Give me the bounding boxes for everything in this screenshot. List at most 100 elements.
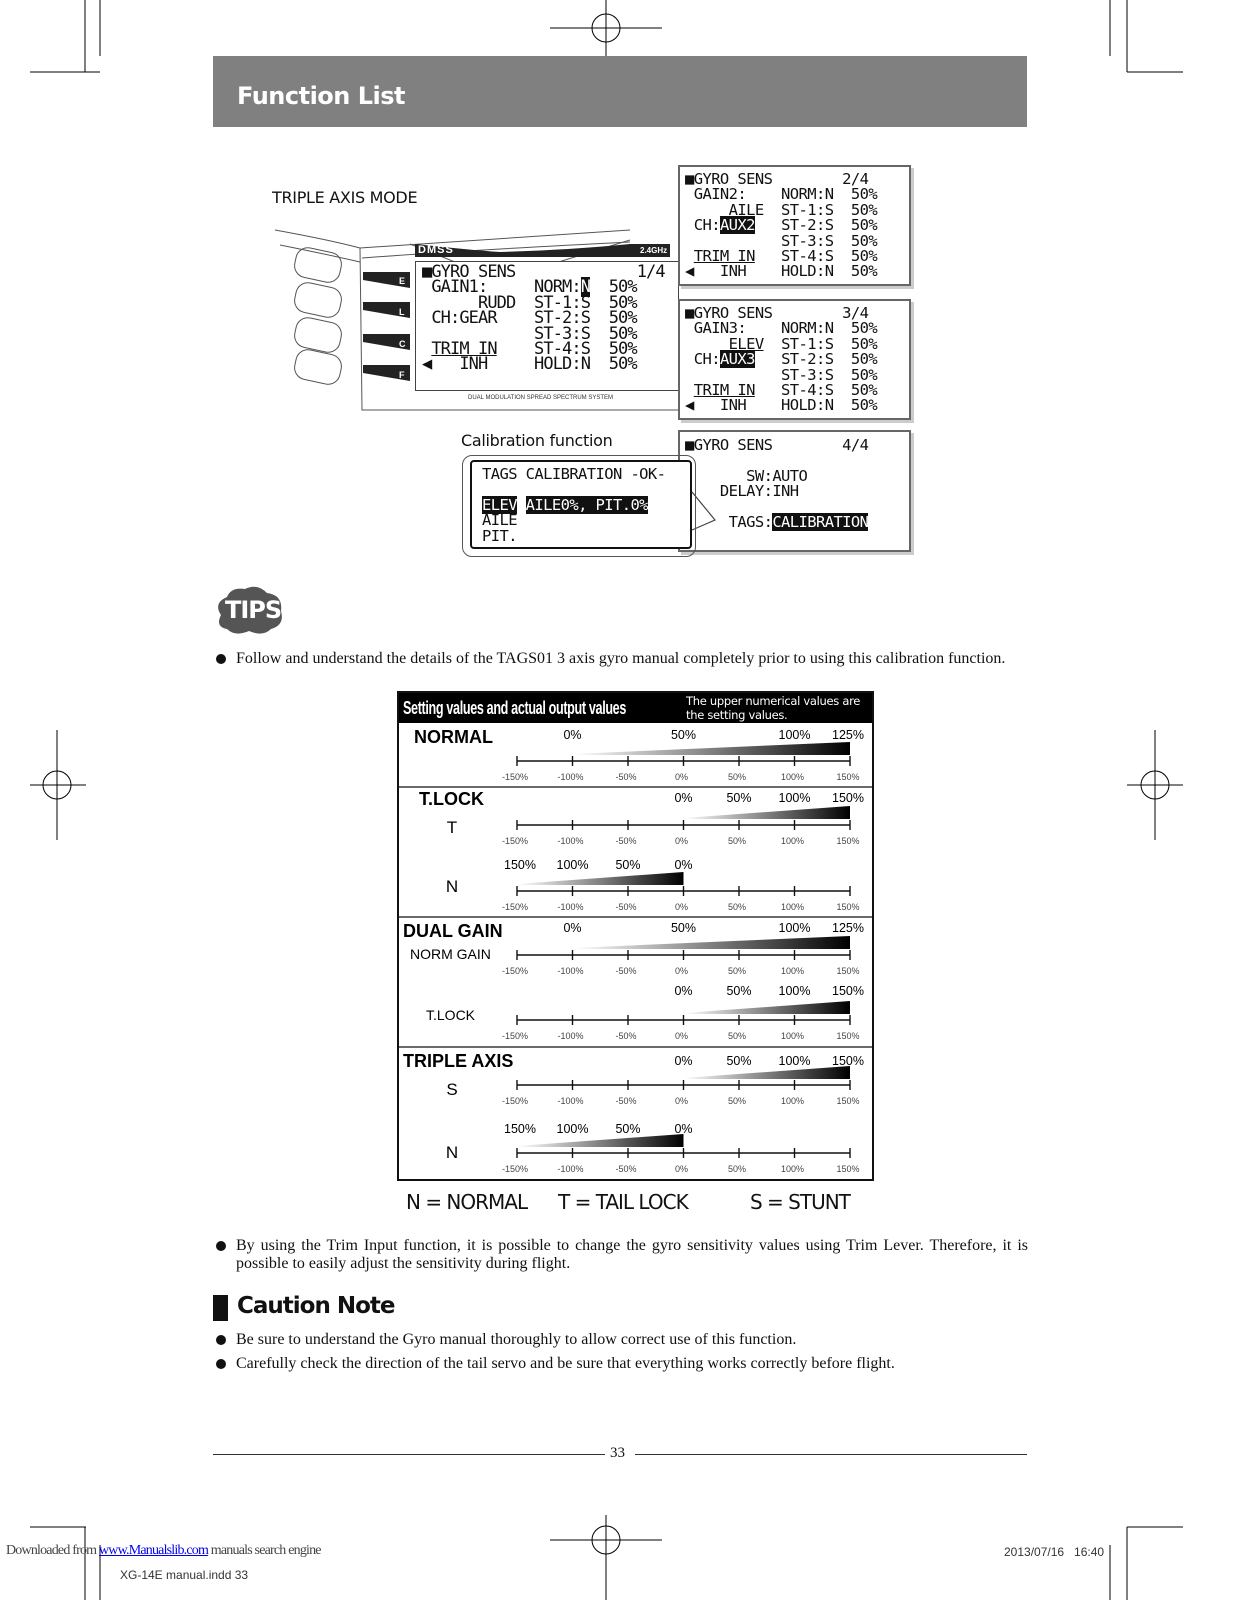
lcd-screen-page-3: ■GYRO SENS 3/4 GAIN3: NORM:N 50% ELEV ST…: [678, 299, 911, 420]
axis-tick-label: -100%: [557, 966, 583, 976]
lcd-line: AILE: [482, 511, 690, 530]
transmitter-outline: [274, 229, 680, 411]
side-key-e: E: [399, 276, 406, 286]
mode-caption: TRIPLE AXIS MODE: [272, 188, 418, 207]
lcd-text: TRIM IN: [693, 246, 756, 265]
legend-tail-lock: T = TAIL LOCK: [558, 1190, 689, 1214]
axis-tick-label: 50%: [728, 902, 746, 912]
manualslib-link[interactable]: www.Manualslib.com: [98, 1543, 209, 1558]
bullet-text: By using the Trim Input function, it is …: [236, 1237, 1028, 1272]
tips-bullet-2: By using the Trim Input function, it is …: [216, 1237, 1028, 1273]
axis-tick-label: 150%: [836, 1031, 859, 1041]
row-label: S: [446, 1080, 457, 1099]
calibration-caption: Calibration function: [461, 431, 613, 450]
lcd-line: ■GYRO SENS 3/4: [685, 305, 909, 321]
axis-tick-label: 100%: [781, 902, 804, 912]
page-number: 33: [610, 1445, 625, 1461]
lcd-line: GAIN1: NORM:N 50%: [422, 277, 678, 298]
setting-value-label: 150%: [832, 791, 864, 805]
axis-tick-label: 100%: [781, 966, 804, 976]
axis-tick-label: 0%: [675, 1164, 688, 1174]
lcd-screen-page-1: ■GYRO SENS 1/4 GAIN1: NORM:N 50% RUDD ST…: [415, 261, 679, 391]
axis-tick-label: 100%: [781, 1164, 804, 1174]
row-label: T: [447, 818, 457, 837]
axis-tick-label: 0%: [675, 1096, 688, 1106]
axis-tick-label: 150%: [836, 772, 859, 782]
axis-tick-label: -100%: [557, 772, 583, 782]
output-wedge: [572, 936, 850, 949]
lcd-text: ◀ INH HOLD:N 50%: [685, 396, 878, 415]
lcd-line: TRIM IN ST-4:S 50%: [422, 340, 678, 357]
lcd-screen-page-2: ■GYRO SENS 2/4 GAIN2: NORM:N 50% AILE ST…: [678, 165, 911, 286]
lcd-text: DELAY:INH: [685, 482, 799, 501]
lcd-text: ◀ INH HOLD:N 50%: [685, 262, 878, 281]
lcd-text: AILE: [482, 511, 518, 530]
section-title: T.LOCK: [419, 789, 484, 809]
caution-bar: [213, 1295, 228, 1321]
row-label: T.LOCK: [426, 1007, 476, 1023]
setting-value-label: 50%: [615, 858, 640, 872]
axis-tick-label: -50%: [615, 836, 636, 846]
output-wedge: [683, 1066, 850, 1079]
dmss-logo: DMSS: [418, 244, 454, 256]
axis-tick-label: -150%: [502, 1031, 528, 1041]
lcd-line: ■GYRO SENS 2/4: [685, 171, 909, 187]
setting-value-label: 0%: [674, 1054, 692, 1068]
table-title: Setting values and actual output values: [403, 698, 627, 718]
lcd-text: RUDD ST-1:S 50%: [422, 292, 638, 313]
file-name: XG-14E manual.indd 33: [120, 1568, 249, 1582]
download-note: Downloaded from www.Manualslib.com manua…: [6, 1543, 322, 1559]
bullet-dot: [216, 1359, 226, 1369]
lcd-text: CH:: [685, 350, 721, 369]
lcd-line: ST-3:S 50%: [685, 233, 909, 249]
lcd-text: TRIM IN: [693, 380, 756, 399]
axis-tick-label: 100%: [781, 772, 804, 782]
axis-tick-label: -50%: [615, 1164, 636, 1174]
tips-label: TIPS: [225, 596, 282, 624]
lcd-highlight: CALIBRATION: [772, 512, 869, 531]
gain-chart: NORMAL -150% -100% -50% 0% 50% 100% 150% 0% 50% 10…: [399, 727, 872, 1174]
tips-bullet-1: Follow and understand the details of the…: [216, 650, 1028, 668]
setting-value-label: 150%: [832, 1054, 864, 1068]
lcd-line: TRIM IN ST-4:S 50%: [685, 246, 909, 265]
caution-bullet-1: Be sure to understand the Gyro manual th…: [216, 1331, 1028, 1349]
axis-tick-label: 0%: [675, 1031, 688, 1041]
lcd-text: CH:GEAR ST-2:S 50%: [422, 308, 637, 329]
setting-value-label: 125%: [832, 728, 864, 742]
bullet-text: Carefully check the direction of the tai…: [236, 1355, 895, 1372]
axis-tick-label: -50%: [615, 902, 636, 912]
lcd-line: CH:AUX3 ST-2:S 50%: [685, 350, 909, 369]
section-header: Function List: [213, 56, 1027, 127]
lcd-line: TAGS:CALIBRATION: [685, 512, 909, 531]
lcd-line: GAIN2: NORM:N 50%: [685, 187, 909, 203]
lcd-line: PIT.: [482, 528, 690, 544]
side-key-f: F: [399, 370, 405, 380]
bullet-text: Be sure to understand the Gyro manual th…: [236, 1331, 797, 1348]
axis-tick-label: 150%: [836, 902, 859, 912]
lcd-highlight: AILE0%, PIT.0%: [525, 495, 649, 514]
axis-tick-label: 0%: [675, 772, 688, 782]
lcd-line: GAIN3: NORM:N 50%: [685, 321, 909, 337]
axis-tick-label: -150%: [502, 1164, 528, 1174]
section-title: DUAL GAIN: [403, 921, 503, 941]
lcd-text: ST-2:S 50%: [754, 350, 878, 369]
axis-tick-label: -50%: [615, 772, 636, 782]
setting-value-label: 50%: [726, 984, 751, 998]
lcd-line: CH:GEAR ST-2:S 50%: [422, 308, 678, 329]
side-key-c: C: [399, 339, 406, 349]
footer-rule-right: [635, 1454, 1027, 1455]
output-wedge: [683, 1001, 850, 1014]
axis-tick-label: 150%: [836, 1096, 859, 1106]
lcd-line: TAGS CALIBRATION -OK-: [482, 466, 690, 482]
lcd-text: [517, 496, 526, 514]
lcd-text: SW:AUTO: [685, 466, 808, 485]
lcd-line: ST-3:S 50%: [685, 367, 909, 383]
setting-value-label: 0%: [674, 1122, 692, 1136]
callout-pointer: [691, 491, 716, 531]
axis-tick-label: 100%: [781, 1096, 804, 1106]
lcd-line: TRIM IN ST-4:S 50%: [685, 380, 909, 399]
axis-tick-label: 0%: [675, 836, 688, 846]
lcd-text: 50%: [590, 277, 638, 298]
print-timestamp: 2013/07/16 16:40: [1004, 1545, 1105, 1559]
setting-value-label: 50%: [726, 1054, 751, 1068]
